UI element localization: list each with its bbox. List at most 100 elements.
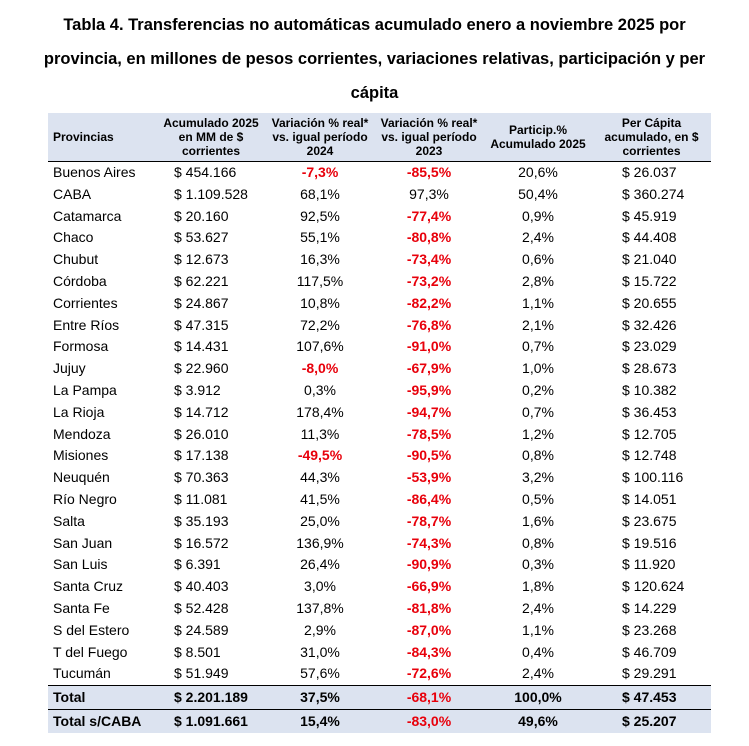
cell-var-2024: 178,4% xyxy=(296,403,344,420)
cell-accumulated: $ 454.166 xyxy=(174,164,237,180)
cell-accumulated: $ 24.867 xyxy=(174,294,229,311)
cell-share: 1,2% xyxy=(522,425,554,442)
cell-var-2023: -74,3% xyxy=(406,534,452,551)
cell-var-2023: -83,0% xyxy=(374,709,484,734)
cell-var-2023: -76,8% xyxy=(406,316,452,333)
header-var-2023: Variación % real* vs. igual período 2023 xyxy=(374,113,484,162)
cell-share: 20,6% xyxy=(518,164,558,180)
cell-province: Mendoza xyxy=(53,425,111,442)
cell-per-capita: $ 26.037 xyxy=(622,164,677,180)
cell-province: CABA xyxy=(53,185,92,202)
cell-var-2023: -86,4% xyxy=(406,490,452,507)
cell-share: 0,7% xyxy=(522,403,554,420)
table-row: Misiones $ 17.138 -49,5% -90,5% 0,8% $ 12.748 xyxy=(48,445,711,467)
cell-var-2024: 0,3% xyxy=(304,381,336,398)
cell-province: Entre Ríos xyxy=(53,316,120,333)
transfers-table: Provincias Acumulado 2025 en MM de $ cor… xyxy=(48,113,711,734)
cell-var-2023: -73,4% xyxy=(406,251,452,268)
cell-var-2024: 16,3% xyxy=(300,251,340,268)
cell-per-capita: $ 47.453 xyxy=(592,685,711,710)
cell-accumulated: $ 40.403 xyxy=(174,578,229,595)
cell-per-capita: $ 11.920 xyxy=(622,556,676,573)
cell-accumulated: $ 51.949 xyxy=(174,665,229,682)
cell-var-2023: -85,5% xyxy=(406,164,452,180)
cell-var-2023: -66,9% xyxy=(406,578,452,595)
cell-accumulated: $ 14.431 xyxy=(174,338,229,355)
cell-share: 0,9% xyxy=(522,207,554,224)
cell-accumulated: $ 26.010 xyxy=(174,425,229,442)
table-body: Buenos Aires $ 454.166 -7,3% -85,5% 20,6% $ 2… xyxy=(48,162,711,686)
cell-var-2024: 2,9% xyxy=(304,621,336,638)
cell-accumulated: $ 3.912 xyxy=(174,381,221,398)
cell-province: T del Fuego xyxy=(53,643,128,660)
cell-province: Total xyxy=(48,685,156,710)
cell-share: 2,4% xyxy=(522,665,554,682)
cell-per-capita: $ 14.229 xyxy=(622,599,677,616)
cell-share: 1,1% xyxy=(522,621,554,638)
cell-per-capita: $ 28.673 xyxy=(622,360,677,377)
cell-var-2023: 97,3% xyxy=(409,185,449,202)
cell-var-2024: -8,0% xyxy=(301,360,339,377)
cell-accumulated: $ 2.201.189 xyxy=(156,685,266,710)
cell-per-capita: $ 12.705 xyxy=(622,425,677,442)
cell-var-2024: 44,3% xyxy=(300,469,340,486)
table-row: S del Estero $ 24.589 2,9% -87,0% 1,1% $ 23.2… xyxy=(48,620,711,642)
cell-share: 50,4% xyxy=(518,185,558,202)
cell-accumulated: $ 16.572 xyxy=(174,534,229,551)
cell-per-capita: $ 19.516 xyxy=(622,534,677,551)
header-particip: Particip.% Acumulado 2025 xyxy=(484,113,592,162)
total-row: Total s/CABA $ 1.091.661 15,4% -83,0% 49,6% $… xyxy=(48,709,711,734)
cell-province: Córdoba xyxy=(53,272,107,289)
cell-accumulated: $ 17.138 xyxy=(174,447,229,464)
cell-per-capita: $ 15.722 xyxy=(622,272,677,289)
cell-province: Santa Cruz xyxy=(53,578,124,595)
cell-accumulated: $ 14.712 xyxy=(174,403,229,420)
cell-province: La Pampa xyxy=(53,381,117,398)
cell-share: 0,2% xyxy=(522,381,554,398)
cell-share: 0,6% xyxy=(522,251,554,268)
header-per-capita: Per Cápita acumulado, en $ corrientes xyxy=(592,113,711,162)
cell-per-capita: $ 44.408 xyxy=(622,229,677,246)
cell-accumulated: $ 1.109.528 xyxy=(174,185,248,202)
cell-var-2024: 25,0% xyxy=(300,512,340,529)
cell-per-capita: $ 10.382 xyxy=(622,381,677,398)
cell-province: Santa Fe xyxy=(53,599,110,616)
cell-share: 2,4% xyxy=(522,229,554,246)
cell-accumulated: $ 53.627 xyxy=(174,229,229,246)
cell-share: 2,1% xyxy=(522,316,554,333)
cell-per-capita: $ 14.051 xyxy=(622,490,677,507)
table-row: T del Fuego $ 8.501 31,0% -84,3% 0,4% $ 46.70… xyxy=(48,642,711,664)
total-row: Total $ 2.201.189 37,5% -68,1% 100,0% $ 47.45… xyxy=(48,685,711,710)
cell-share: 1,1% xyxy=(522,294,554,311)
cell-var-2024: 55,1% xyxy=(300,229,340,246)
cell-province: Tucumán xyxy=(53,665,111,682)
table-row: Catamarca $ 20.160 92,5% -77,4% 0,9% $ 45.919 xyxy=(48,206,711,228)
cell-province: San Luis xyxy=(53,556,108,573)
header-var-2024: Variación % real* vs. igual período 2024 xyxy=(266,113,374,162)
cell-province: S del Estero xyxy=(53,621,130,638)
header-provincias: Provincias xyxy=(48,113,156,162)
table-row: Mendoza $ 26.010 11,3% -78,5% 1,2% $ 12.705 xyxy=(48,424,711,446)
cell-var-2024: 72,2% xyxy=(300,316,340,333)
cell-var-2024: 57,6% xyxy=(300,665,340,682)
table-row: Jujuy $ 22.960 -8,0% -67,9% 1,0% $ 28.673 xyxy=(48,358,711,380)
cell-var-2023: -81,8% xyxy=(406,599,452,616)
table-row: Santa Fe $ 52.428 137,8% -81,8% 2,4% $ 14.229 xyxy=(48,598,711,620)
table-title: Tabla 4. Transferencias no automáticas a… xyxy=(0,8,749,110)
cell-province: Neuquén xyxy=(53,469,110,486)
cell-var-2023: -80,8% xyxy=(406,229,452,246)
table-row: Río Negro $ 11.081 41,5% -86,4% 0,5% $ 14.051 xyxy=(48,489,711,511)
cell-share: 0,4% xyxy=(522,643,554,660)
cell-var-2024: 11,3% xyxy=(300,425,340,442)
cell-var-2023: -87,0% xyxy=(406,621,452,638)
table-row: Salta $ 35.193 25,0% -78,7% 1,6% $ 23.675 xyxy=(48,511,711,533)
cell-accumulated: $ 52.428 xyxy=(174,599,229,616)
table-row: Chubut $ 12.673 16,3% -73,4% 0,6% $ 21.040 xyxy=(48,249,711,271)
cell-var-2023: -84,3% xyxy=(406,643,452,660)
table-row: San Juan $ 16.572 136,9% -74,3% 0,8% $ 19.516 xyxy=(48,533,711,555)
cell-share: 0,8% xyxy=(522,534,554,551)
header-row: Provincias Acumulado 2025 en MM de $ cor… xyxy=(48,113,711,162)
cell-var-2024: 15,4% xyxy=(266,709,374,734)
cell-per-capita: $ 29.291 xyxy=(622,665,677,682)
cell-per-capita: $ 23.268 xyxy=(622,621,677,638)
